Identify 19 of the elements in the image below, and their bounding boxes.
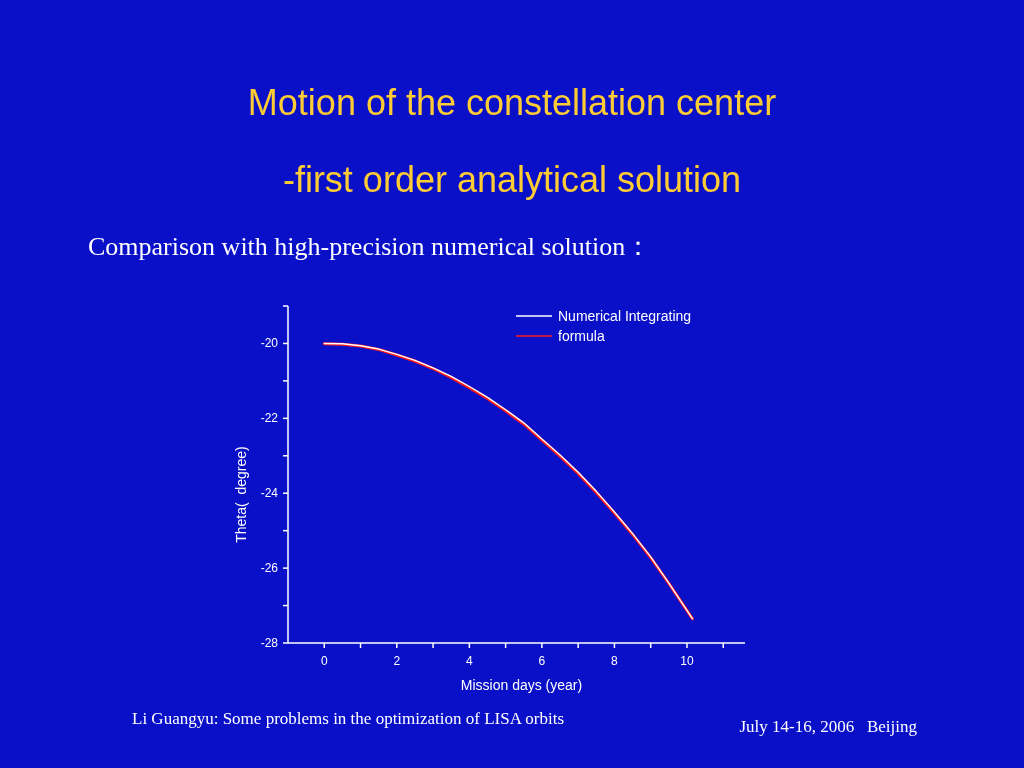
x-tick-label: 10 (680, 654, 694, 668)
legend-label: formula (558, 328, 605, 344)
y-tick-label: -22 (260, 411, 279, 426)
chart-subtitle: Comparison with high-precision numerical solution： (88, 232, 652, 261)
x-axis-title: Mission days (year) (460, 677, 583, 693)
chart-title: Motion of the constellation center -first order analytical solution (247, 82, 777, 200)
y-tick-label: -26 (260, 561, 279, 576)
y-axis-title: Theta( degree) (233, 446, 249, 543)
x-tick-label: 6 (538, 654, 546, 668)
text: Li Guangyu: Some problems in the optimization of LISA orbits (132, 709, 565, 728)
y-tick-label: -24 (260, 486, 279, 501)
x-tick-label: 8 (611, 654, 619, 668)
x-tick-label: 4 (466, 654, 474, 668)
legend-label: Numerical Integrating (558, 308, 692, 324)
text: July 14-16, 2006 Beijing (739, 717, 918, 736)
y-tick-label: -20 (260, 336, 279, 351)
x-tick-label: 0 (320, 654, 328, 668)
y-tick-label: -28 (260, 636, 279, 650)
x-tick-label: 2 (393, 654, 401, 668)
